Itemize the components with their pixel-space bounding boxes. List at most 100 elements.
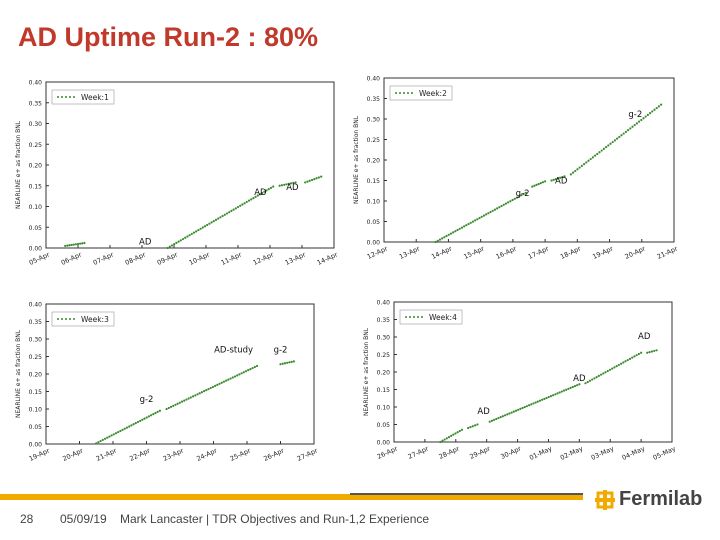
chart-1-xtick-label: 06-Apr bbox=[60, 250, 83, 267]
chart-2-legend-marker bbox=[399, 92, 401, 94]
chart-2-data-point bbox=[631, 125, 634, 128]
chart-2-data-point bbox=[600, 149, 603, 152]
chart-3-data-point bbox=[99, 439, 102, 443]
chart-4-data-point bbox=[506, 413, 509, 416]
chart-2-data-point bbox=[471, 220, 475, 223]
chart-2-data-point bbox=[445, 234, 448, 238]
chart-3-xtick-label: 19-Apr bbox=[28, 446, 51, 463]
chart-2-annotation: AD bbox=[555, 176, 568, 186]
chart-3-data-point bbox=[143, 417, 146, 420]
chart-1-data-point bbox=[210, 221, 213, 224]
chart-2-data-point bbox=[449, 232, 453, 235]
chart-4-ytick-label: 0.35 bbox=[377, 317, 391, 324]
chart-4-data-point bbox=[441, 439, 444, 442]
chart-week-1: 0.00 0.05 0.10 0.15 0.20 0.25 0.30 0.35 0.40 NEAR… bbox=[15, 80, 339, 267]
chart-1-data-point bbox=[188, 234, 191, 237]
chart-1-data-point bbox=[195, 230, 198, 233]
chart-4-data-point bbox=[578, 383, 581, 386]
chart-3-data-point bbox=[233, 375, 237, 378]
chart-2-data-point bbox=[487, 212, 490, 215]
chart-4-data-point bbox=[584, 382, 587, 385]
chart-4-data-point bbox=[514, 409, 518, 412]
chart-3-annotation: g-2 bbox=[274, 345, 288, 355]
chart-4-data-point bbox=[648, 351, 651, 354]
chart-2-data-point bbox=[589, 157, 592, 161]
chart-2-data-point bbox=[582, 163, 586, 166]
chart-2-ytick-label: 0.20 bbox=[367, 158, 381, 165]
chart-4-data-point bbox=[608, 368, 612, 371]
chart-3-data-point bbox=[290, 360, 293, 363]
chart-1-ylabel: NEARLINE e+ as fraction BNL bbox=[15, 120, 22, 209]
chart-4-data-point bbox=[646, 351, 649, 354]
chart-4-data-point bbox=[611, 367, 614, 370]
chart-3-data-point bbox=[286, 361, 289, 364]
chart-4-data-point bbox=[628, 357, 632, 360]
chart-2-data-point bbox=[596, 152, 599, 156]
chart-3-xtick-label: 26-Apr bbox=[262, 446, 285, 463]
chart-4-plot-area bbox=[393, 301, 673, 443]
chart-3-data-point bbox=[145, 416, 148, 419]
chart-1-data-point bbox=[166, 246, 169, 250]
chart-3-data-point bbox=[189, 396, 192, 399]
chart-1-data-point bbox=[265, 189, 268, 192]
chart-3-ytick-label: 0.25 bbox=[29, 354, 43, 361]
chart-1-data-point bbox=[232, 208, 235, 211]
chart-4-data-point bbox=[497, 416, 500, 420]
chart-4-data-point bbox=[538, 399, 542, 402]
chart-1-data-point bbox=[247, 199, 251, 202]
chart-1-data-point bbox=[254, 195, 257, 198]
chart-3-data-point bbox=[281, 362, 284, 365]
chart-2-data-point bbox=[515, 196, 519, 199]
chart-3-data-point bbox=[244, 370, 248, 373]
chart-2-data-point bbox=[478, 216, 481, 220]
chart-1-legend-box bbox=[51, 89, 115, 105]
chart-1-data-point bbox=[201, 226, 204, 229]
chart-4-xtick-label: 30-Apr bbox=[499, 444, 522, 461]
chart-4-data-point bbox=[469, 426, 472, 429]
chart-3-data-point bbox=[253, 365, 256, 369]
chart-2-data-point bbox=[624, 130, 628, 133]
chart-1-data-point bbox=[223, 213, 226, 216]
chart-1-data-point bbox=[294, 181, 297, 184]
chart-4-legend-box bbox=[399, 309, 463, 325]
chart-3-ytick-label: 0.15 bbox=[29, 389, 43, 396]
chart-4-data-point bbox=[640, 351, 643, 354]
chart-2-data-point bbox=[591, 156, 594, 159]
chart-3-data-point bbox=[214, 384, 217, 387]
chart-1-data-point bbox=[186, 235, 189, 238]
chart-2-ytick-label: 0.00 bbox=[367, 240, 381, 247]
chart-3-data-point bbox=[180, 400, 184, 403]
chart-2-data-point bbox=[518, 195, 521, 198]
footer-divider bbox=[350, 493, 583, 495]
chart-2-data-point bbox=[633, 123, 636, 127]
chart-3-data-point bbox=[225, 379, 228, 382]
chart-2-ytick-label: 0.05 bbox=[367, 219, 381, 226]
chart-4-data-point bbox=[476, 423, 479, 426]
chart-1-data-point bbox=[79, 242, 82, 245]
chart-2-xtick-label: 21-Apr bbox=[656, 244, 679, 261]
chart-4-xtick-label: 26-Apr bbox=[376, 444, 399, 461]
chart-2-annotation: g-2 bbox=[628, 110, 642, 120]
chart-2-data-point bbox=[587, 159, 590, 162]
chart-2-data-point bbox=[454, 230, 457, 233]
chart-2-ytick-label: 0.35 bbox=[367, 96, 381, 103]
chart-2-legend-label: Week:2 bbox=[419, 89, 447, 98]
chart-3-data-point bbox=[183, 399, 186, 402]
chart-2-data-point bbox=[438, 238, 442, 241]
chart-4-data-point bbox=[599, 373, 603, 376]
chart-4-data-point bbox=[573, 384, 577, 388]
chart-4-ytick-label: 0.05 bbox=[377, 422, 391, 429]
chart-3-data-point bbox=[200, 391, 203, 394]
chart-4-legend-marker bbox=[413, 316, 415, 318]
chart-2-data-point bbox=[502, 203, 505, 206]
chart-4-legend-label: Week:4 bbox=[429, 313, 457, 322]
chart-2-data-point bbox=[498, 206, 501, 209]
chart-1-data-point bbox=[219, 216, 222, 219]
chart-2-xtick-label: 20-Apr bbox=[624, 244, 647, 261]
chart-1-data-point bbox=[206, 223, 209, 227]
chart-3-data-point bbox=[205, 389, 208, 392]
chart-4-data-point bbox=[558, 391, 561, 394]
chart-1-xtick-label: 12-Apr bbox=[252, 250, 275, 267]
chart-4-data-point bbox=[571, 385, 574, 389]
chart-2-data-point bbox=[653, 108, 656, 111]
